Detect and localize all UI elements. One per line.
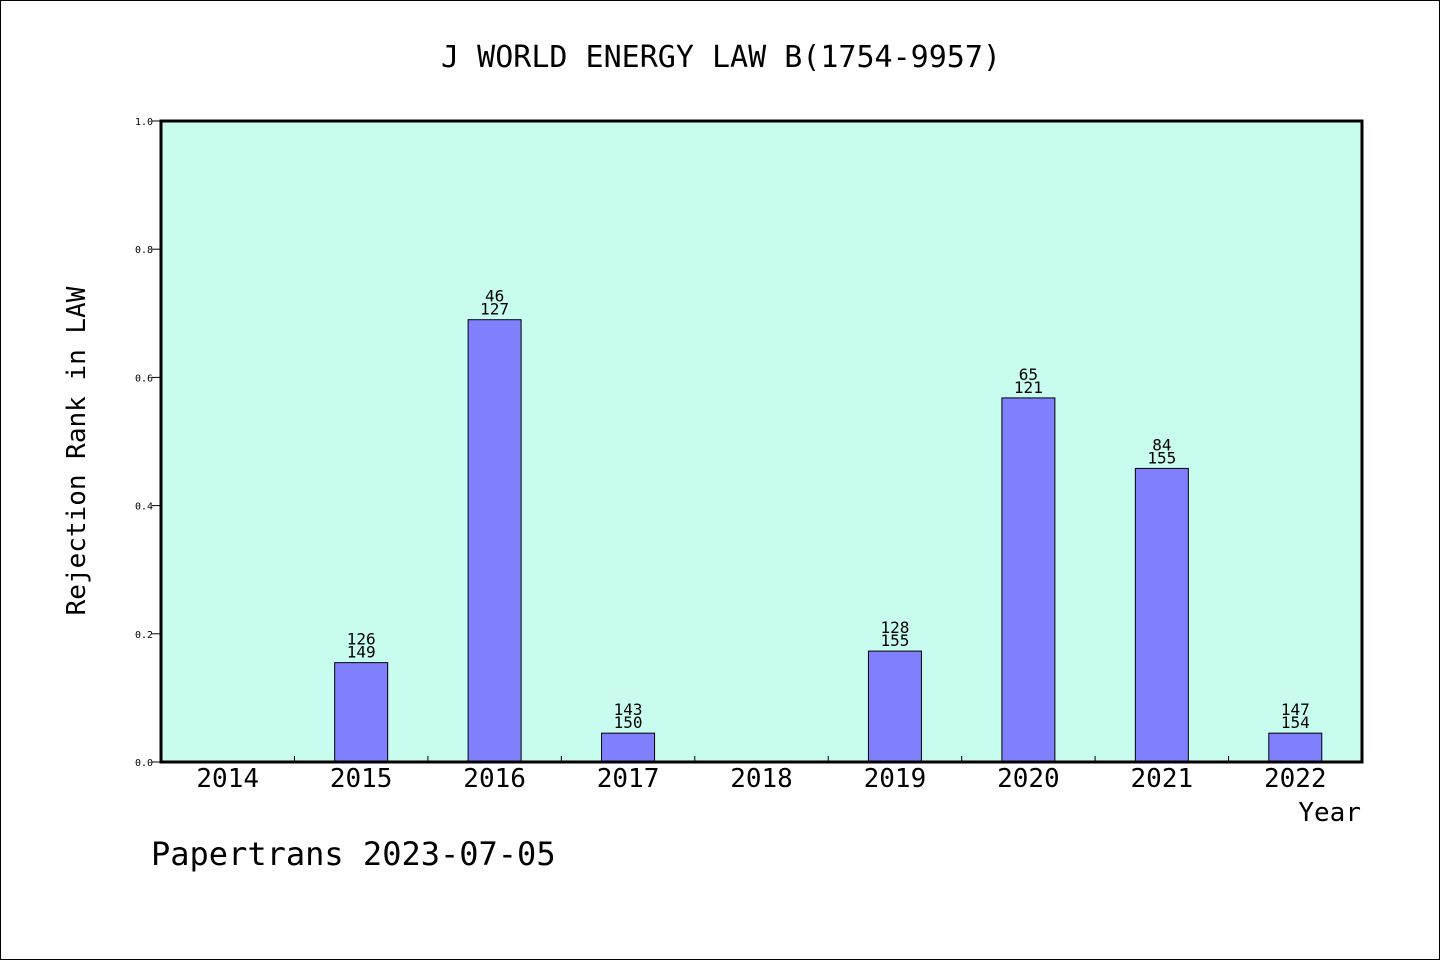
bar-label-top: 84 (1152, 435, 1171, 454)
bar-label-top: 143 (614, 700, 643, 719)
x-tick-label: 2021 (1131, 764, 1194, 794)
y-tick-label: 0.8 (135, 245, 153, 256)
x-axis: 2014 2015 2016 2017 2018 2019 2020 2021 2022 (196, 756, 1327, 794)
y-axis-label: Rejection Rank in LAW (62, 286, 92, 615)
bar-label-top: 65 (1019, 365, 1038, 384)
bar-label-bottom: 154 (1281, 713, 1310, 732)
bar (467, 319, 522, 763)
bars-group (334, 319, 1323, 763)
bar-label-top: 126 (347, 630, 376, 649)
x-tick-label: 2020 (997, 764, 1060, 794)
bar (601, 732, 656, 763)
bar (867, 650, 922, 763)
bar-label-bottom: 127 (480, 300, 509, 319)
x-tick-label: 2018 (730, 764, 793, 794)
bar-label-bottom: 121 (1014, 378, 1043, 397)
bar-label-bottom: 155 (1147, 448, 1176, 467)
bar-label-top: 147 (1281, 700, 1310, 719)
y-tick-label: 0.0 (135, 758, 153, 769)
chart-title: J WORLD ENERGY LAW B(1754-9957) (441, 40, 1001, 75)
y-tick-label: 0.6 (135, 373, 153, 384)
x-tick-label: 2014 (196, 764, 259, 794)
y-tick-label: 0.4 (135, 502, 153, 513)
bar (334, 662, 389, 763)
bar (1268, 732, 1323, 763)
x-tick-label: 2022 (1264, 764, 1327, 794)
bar-label-bottom: 149 (347, 643, 376, 662)
bar-label-bottom: 150 (614, 713, 643, 732)
plot-border (159, 119, 1364, 764)
x-tick-label: 2016 (463, 764, 526, 794)
bar-label-top: 46 (485, 287, 504, 306)
footer-text: Papertrans 2023-07-05 (151, 835, 556, 873)
x-tick-label: 2019 (864, 764, 927, 794)
bar (1134, 467, 1189, 763)
y-axis: 0.0 0.2 0.4 0.6 0.8 1.0 (135, 117, 161, 769)
x-tick-label: 2017 (597, 764, 660, 794)
bar-label-bottom: 155 (880, 631, 909, 650)
x-tick-label: 2015 (330, 764, 393, 794)
y-tick-label: 1.0 (135, 117, 153, 128)
bar-label-top: 128 (880, 618, 909, 637)
bar (1001, 397, 1056, 763)
y-tick-label: 0.2 (135, 630, 153, 641)
x-axis-label: Year (1298, 798, 1361, 828)
